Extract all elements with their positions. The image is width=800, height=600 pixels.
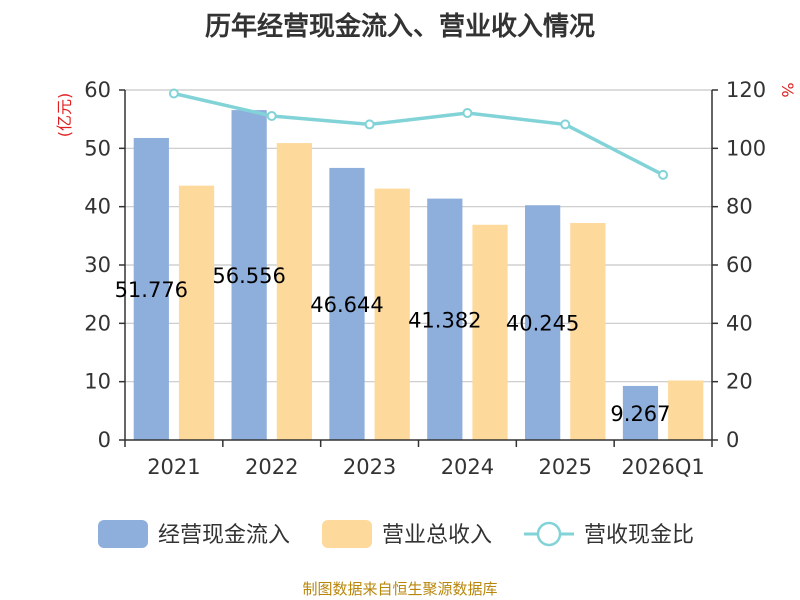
left-axis-unit: (亿元) (55, 93, 74, 138)
ratio-point (658, 169, 669, 180)
right-tick-label: 60 (726, 253, 753, 277)
grid-lines (125, 89, 712, 383)
data-label: 56.556 (212, 264, 285, 288)
x-tick-label: 2021 (147, 455, 200, 479)
ratio-point (462, 108, 473, 119)
legend-swatch (322, 520, 372, 548)
bar-revenue (668, 380, 704, 440)
ratio-line (168, 88, 669, 180)
legend-swatch (98, 520, 148, 548)
x-tick-label: 2024 (441, 455, 494, 479)
left-tick-label: 10 (84, 370, 111, 394)
bar-revenue (570, 223, 606, 440)
source-note: 制图数据来自恒生聚源数据库 (302, 580, 498, 598)
axes: 0 10 20 30 40 50 60 0 20 40 60 80 100 120 (亿元)% 2021 202… (55, 78, 797, 479)
chart-title: 历年经营现金流入、营业收入情况 (204, 12, 595, 42)
left-tick-label: 20 (84, 311, 111, 335)
right-tick-label: 0 (726, 428, 739, 452)
bar-cash-inflow (525, 205, 561, 440)
ratio-point (364, 119, 375, 130)
data-labels: 51.776 56.556 46.644 41.382 40.245 9.267 (115, 264, 671, 426)
left-tick-label: 40 (84, 195, 111, 219)
legend-label: 营业总收入 (382, 523, 492, 548)
right-axis-unit: % (778, 82, 797, 97)
right-tick-label: 20 (726, 370, 753, 394)
left-tick-label: 60 (84, 78, 111, 102)
ratio-point (168, 88, 179, 99)
bar-cash-inflow (231, 110, 267, 440)
data-label: 41.382 (408, 308, 481, 332)
bar-cash-inflow (329, 167, 365, 440)
bar-revenue (374, 188, 410, 440)
legend: 经营现金流入 营业总收入 营收现金比 (98, 520, 694, 548)
right-tick-label: 40 (726, 311, 753, 335)
bar-revenue (178, 185, 215, 440)
bar-cash-inflow (133, 137, 169, 440)
data-label: 51.776 (115, 278, 188, 302)
x-tick-label: 2026Q1 (621, 455, 704, 479)
ratio-line-path (173, 91, 664, 177)
bar-revenue (472, 224, 508, 440)
right-tick-label: 120 (726, 78, 766, 102)
left-tick-label: 50 (84, 136, 111, 160)
bar-revenue (276, 143, 312, 441)
legend-label: 经营现金流入 (158, 523, 290, 548)
data-label: 9.267 (610, 402, 670, 426)
right-tick-label: 80 (726, 195, 753, 219)
ratio-point (560, 119, 571, 130)
ratio-point (266, 110, 277, 121)
data-label: 40.245 (506, 312, 579, 336)
bars (133, 110, 704, 441)
bar-cash-inflow (622, 385, 659, 440)
x-tick-label: 2022 (245, 455, 298, 479)
bar-cash-inflow (427, 198, 463, 440)
right-tick-label: 100 (726, 136, 766, 160)
x-tick-label: 2023 (343, 455, 396, 479)
x-tick-label: 2025 (539, 455, 592, 479)
left-tick-label: 0 (98, 428, 111, 452)
legend-marker (536, 521, 562, 547)
legend-label: 营收现金比 (584, 523, 694, 548)
data-label: 46.644 (310, 293, 383, 317)
left-tick-label: 30 (84, 253, 111, 277)
